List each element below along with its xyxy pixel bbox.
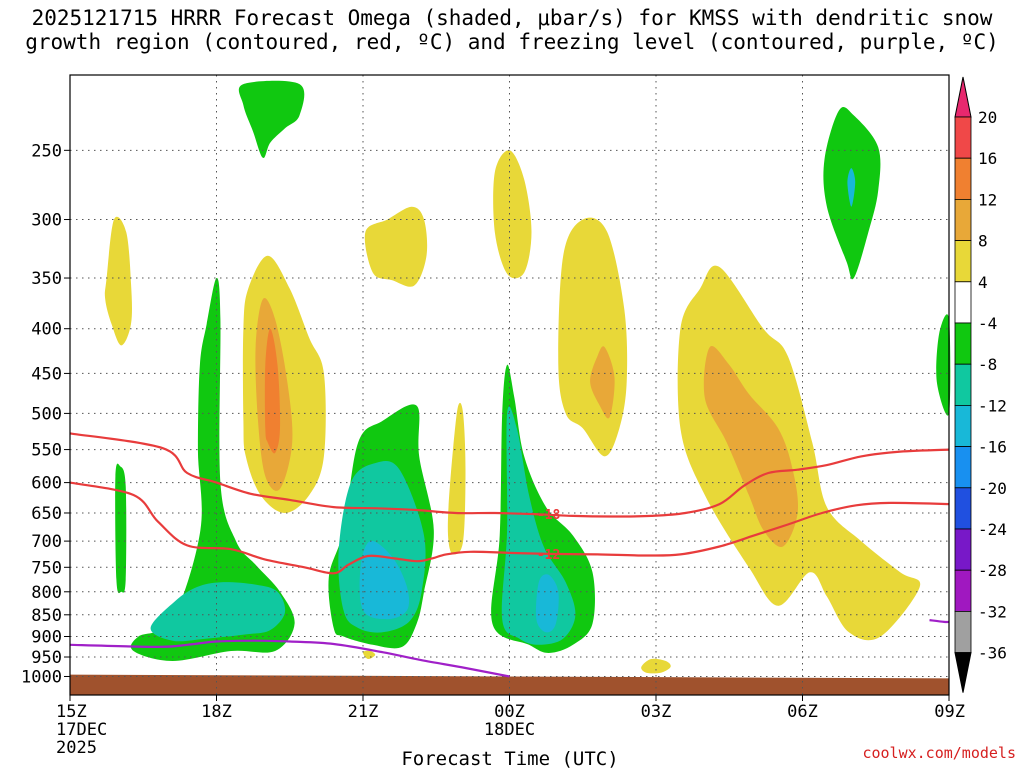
omega-region-orange-02Z: [590, 346, 615, 419]
x-tick-label-0-1: 17DEC: [56, 720, 107, 740]
omega-region-yellow-16Z: [104, 216, 132, 346]
colorbar-label-10: -24: [978, 520, 1007, 539]
terrain-ground: [70, 674, 949, 695]
colorbar-swatch-11: [954, 528, 972, 571]
omega-region-cyan-07Z: [847, 168, 856, 207]
omega-region-yellow-03Z-small: [641, 658, 671, 674]
y-tick-label-600: 600: [31, 474, 62, 494]
omega-region-upper-green-19Z: [238, 80, 305, 159]
y-tick-label-1000: 1000: [21, 667, 62, 687]
x-tick-label-18-0: 09Z: [934, 702, 965, 722]
y-tick-label-400: 400: [31, 320, 62, 340]
colorbar-label-4: 4: [978, 273, 988, 292]
colorbar-label-12: -32: [978, 602, 1007, 621]
y-tick-label-650: 650: [31, 504, 62, 524]
x-tick-label-15-0: 06Z: [787, 702, 818, 722]
contour-label-dgz-minus-12: -12: [537, 548, 560, 563]
x-tick-label-0-0: 15Z: [56, 702, 87, 722]
x-axis-title: Forecast Time (UTC): [401, 748, 618, 768]
y-tick-label-700: 700: [31, 532, 62, 552]
omega-region-cyan-00Z: [535, 574, 559, 633]
y-tick-label-800: 800: [31, 583, 62, 603]
y-axis-labels: 2503003504004505005506006507007508008509…: [21, 141, 70, 687]
colorbar-label-6: -8: [978, 355, 997, 374]
colorbar-swatch-9: [954, 446, 972, 489]
omega-region-yellow-21Z-small: [362, 650, 376, 660]
x-tick-label-0-2: 2025: [56, 738, 97, 758]
colorbar-label-2: 12: [978, 190, 997, 209]
y-tick-label-500: 500: [31, 404, 62, 424]
gridlines: [69, 75, 950, 695]
omega-region-darkorange-19Z: [264, 328, 281, 454]
colorbar-swatch-2: [954, 157, 972, 200]
colorbar-label-7: -12: [978, 396, 1007, 415]
colorbar-label-8: -16: [978, 438, 1007, 457]
colorbar-swatch-10: [954, 487, 972, 530]
contour-freezing-level-0-right: [929, 619, 950, 624]
title-line-1: 2025121715 HRRR Forecast Omega (shaded, …: [31, 6, 993, 30]
colorbar-swatch-3: [954, 198, 972, 241]
colorbar-swatch-13: [954, 611, 972, 654]
contour-freezing-level-0: [69, 639, 510, 678]
colorbar-swatch-5: [954, 281, 972, 324]
contour-label-dgz-minus-18: -18: [537, 508, 561, 523]
y-tick-label-350: 350: [31, 269, 62, 289]
contour-dgz-minus-18: [69, 432, 950, 518]
x-tick-label-9-0: 00Z: [494, 702, 525, 722]
y-tick-label-750: 750: [31, 558, 62, 578]
colorbar-swatch-7: [954, 363, 972, 406]
colorbar-label-3: 8: [978, 232, 988, 251]
y-tick-label-550: 550: [31, 441, 62, 461]
colorbar-label-1: 16: [978, 149, 997, 168]
source-credit: coolwx.com/models: [862, 744, 1016, 762]
contour-dgz-minus-12: [69, 481, 950, 575]
temperature-contours: -12 -18: [69, 432, 950, 678]
y-tick-label-950: 950: [31, 648, 62, 668]
omega-region-yellow-00Z-upper: [493, 150, 532, 279]
colorbar-label-11: -28: [978, 561, 1007, 580]
omega-region-green-16Z: [115, 463, 127, 594]
colorbar-label-5: -4: [978, 314, 997, 333]
omega-region-yellow-21Z-upper: [364, 206, 428, 287]
y-tick-label-850: 850: [31, 606, 62, 626]
colorbar-swatch-12: [954, 569, 972, 612]
chart-title: 2025121715 HRRR Forecast Omega (shaded, …: [0, 6, 1024, 54]
x-tick-label-12-0: 03Z: [641, 702, 672, 722]
x-tick-label-3-0: 18Z: [201, 702, 232, 722]
omega-region-green-09Z-edge: [936, 314, 951, 416]
colorbar-label-13: -36: [978, 644, 1007, 663]
y-tick-label-300: 300: [31, 211, 62, 231]
omega-region-yellow-2130Z-thin: [447, 402, 466, 555]
omega-shading: [104, 80, 951, 674]
y-tick-label-900: 900: [31, 627, 62, 647]
colorbar: 20 16 12 8 4 -4 -8 -12 -16 -20 -24 -28 -32 -36: [954, 76, 1007, 693]
x-tick-label-6-0: 21Z: [348, 702, 379, 722]
colorbar-swatch-6: [954, 322, 972, 365]
omega-region-orange-05Z: [703, 346, 799, 547]
x-tick-label-9-1: 18DEC: [484, 720, 535, 740]
title-line-2: growth region (contoured, red, ºC) and f…: [25, 30, 999, 54]
y-tick-label-450: 450: [31, 364, 62, 384]
terrain-fill: [70, 674, 949, 695]
colorbar-cap-top: [954, 76, 972, 118]
omega-region-teal-19Z: [150, 582, 286, 642]
omega-region-cyan-21Z: [359, 540, 410, 620]
colorbar-label-9: -20: [978, 479, 1007, 498]
omega-region-yellow-04Z: [677, 265, 921, 641]
omega-region-green-upper-19Z-band: [130, 277, 295, 661]
colorbar-cap-bottom: [954, 652, 972, 693]
y-tick-label-250: 250: [31, 141, 62, 161]
omega-region-teal-00Z: [501, 406, 576, 645]
colorbar-swatch-4: [954, 240, 972, 283]
colorbar-swatch-8: [954, 404, 972, 447]
colorbar-label-0: 20: [978, 108, 997, 127]
colorbar-swatch-1: [954, 116, 972, 159]
